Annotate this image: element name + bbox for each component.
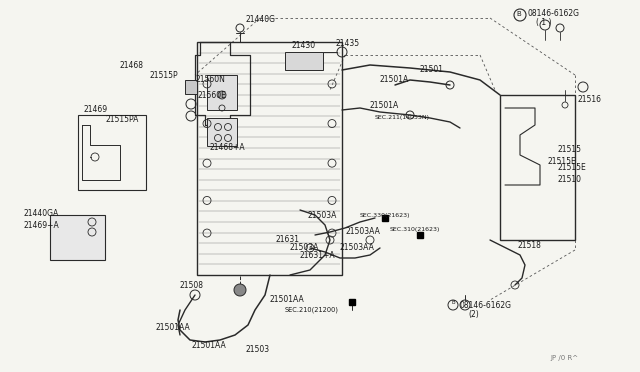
Text: SEC.211(14053N): SEC.211(14053N) (375, 115, 430, 121)
Text: 21503A: 21503A (290, 244, 319, 253)
Text: B: B (451, 301, 455, 305)
Text: 21435: 21435 (335, 38, 359, 48)
Text: (2): (2) (468, 311, 479, 320)
Text: 21501A: 21501A (380, 76, 409, 84)
Text: 08146-6162G: 08146-6162G (527, 9, 579, 17)
Text: 21503AA: 21503AA (345, 228, 380, 237)
Bar (78, 115, 146, 190)
Text: ( 1 ): ( 1 ) (536, 17, 552, 26)
Bar (207, 75, 237, 110)
Circle shape (218, 91, 226, 99)
Text: 21503: 21503 (245, 344, 269, 353)
Bar (197, 42, 342, 275)
Text: 21503A: 21503A (308, 211, 337, 219)
Text: 21503AA: 21503AA (340, 244, 375, 253)
Bar (207, 118, 237, 146)
Text: 21468+A: 21468+A (210, 144, 246, 153)
Circle shape (234, 284, 246, 296)
Text: 21508: 21508 (180, 280, 204, 289)
Text: 21469: 21469 (83, 106, 107, 115)
Text: SEC.330(21623): SEC.330(21623) (360, 212, 410, 218)
Text: 21518: 21518 (518, 241, 542, 250)
Text: 21440GA: 21440GA (23, 208, 58, 218)
Text: 21501A: 21501A (370, 100, 399, 109)
Text: 21515E: 21515E (548, 157, 577, 167)
Text: SEC.210(21200): SEC.210(21200) (285, 307, 339, 313)
Bar (500, 95, 575, 240)
Bar (50, 215, 105, 260)
Text: 21560N: 21560N (196, 76, 226, 84)
Text: 21501AA: 21501AA (270, 295, 305, 305)
Text: 21501: 21501 (420, 65, 444, 74)
Bar (185, 80, 197, 94)
Text: 21468: 21468 (120, 61, 144, 71)
Text: JP /0 R^: JP /0 R^ (550, 355, 578, 361)
Text: 21515: 21515 (558, 145, 582, 154)
Text: B: B (516, 11, 522, 17)
Text: 21516: 21516 (577, 96, 601, 105)
Text: 21631: 21631 (275, 235, 299, 244)
Text: 21430: 21430 (292, 41, 316, 49)
Text: 21515P: 21515P (150, 71, 179, 80)
Text: 21560E: 21560E (198, 90, 227, 99)
Text: 21501AA: 21501AA (192, 341, 227, 350)
Text: 21440G: 21440G (245, 16, 275, 25)
Text: SEC.310(21623): SEC.310(21623) (390, 228, 440, 232)
Text: 21469+A: 21469+A (23, 221, 59, 230)
Text: 21501AA: 21501AA (155, 324, 189, 333)
Text: 21510: 21510 (558, 176, 582, 185)
Text: 21631+A: 21631+A (300, 250, 335, 260)
Text: 08146-6162G: 08146-6162G (460, 301, 512, 310)
Bar (285, 52, 323, 70)
Text: 21515PA: 21515PA (105, 115, 138, 125)
Text: 21515E: 21515E (558, 164, 587, 173)
